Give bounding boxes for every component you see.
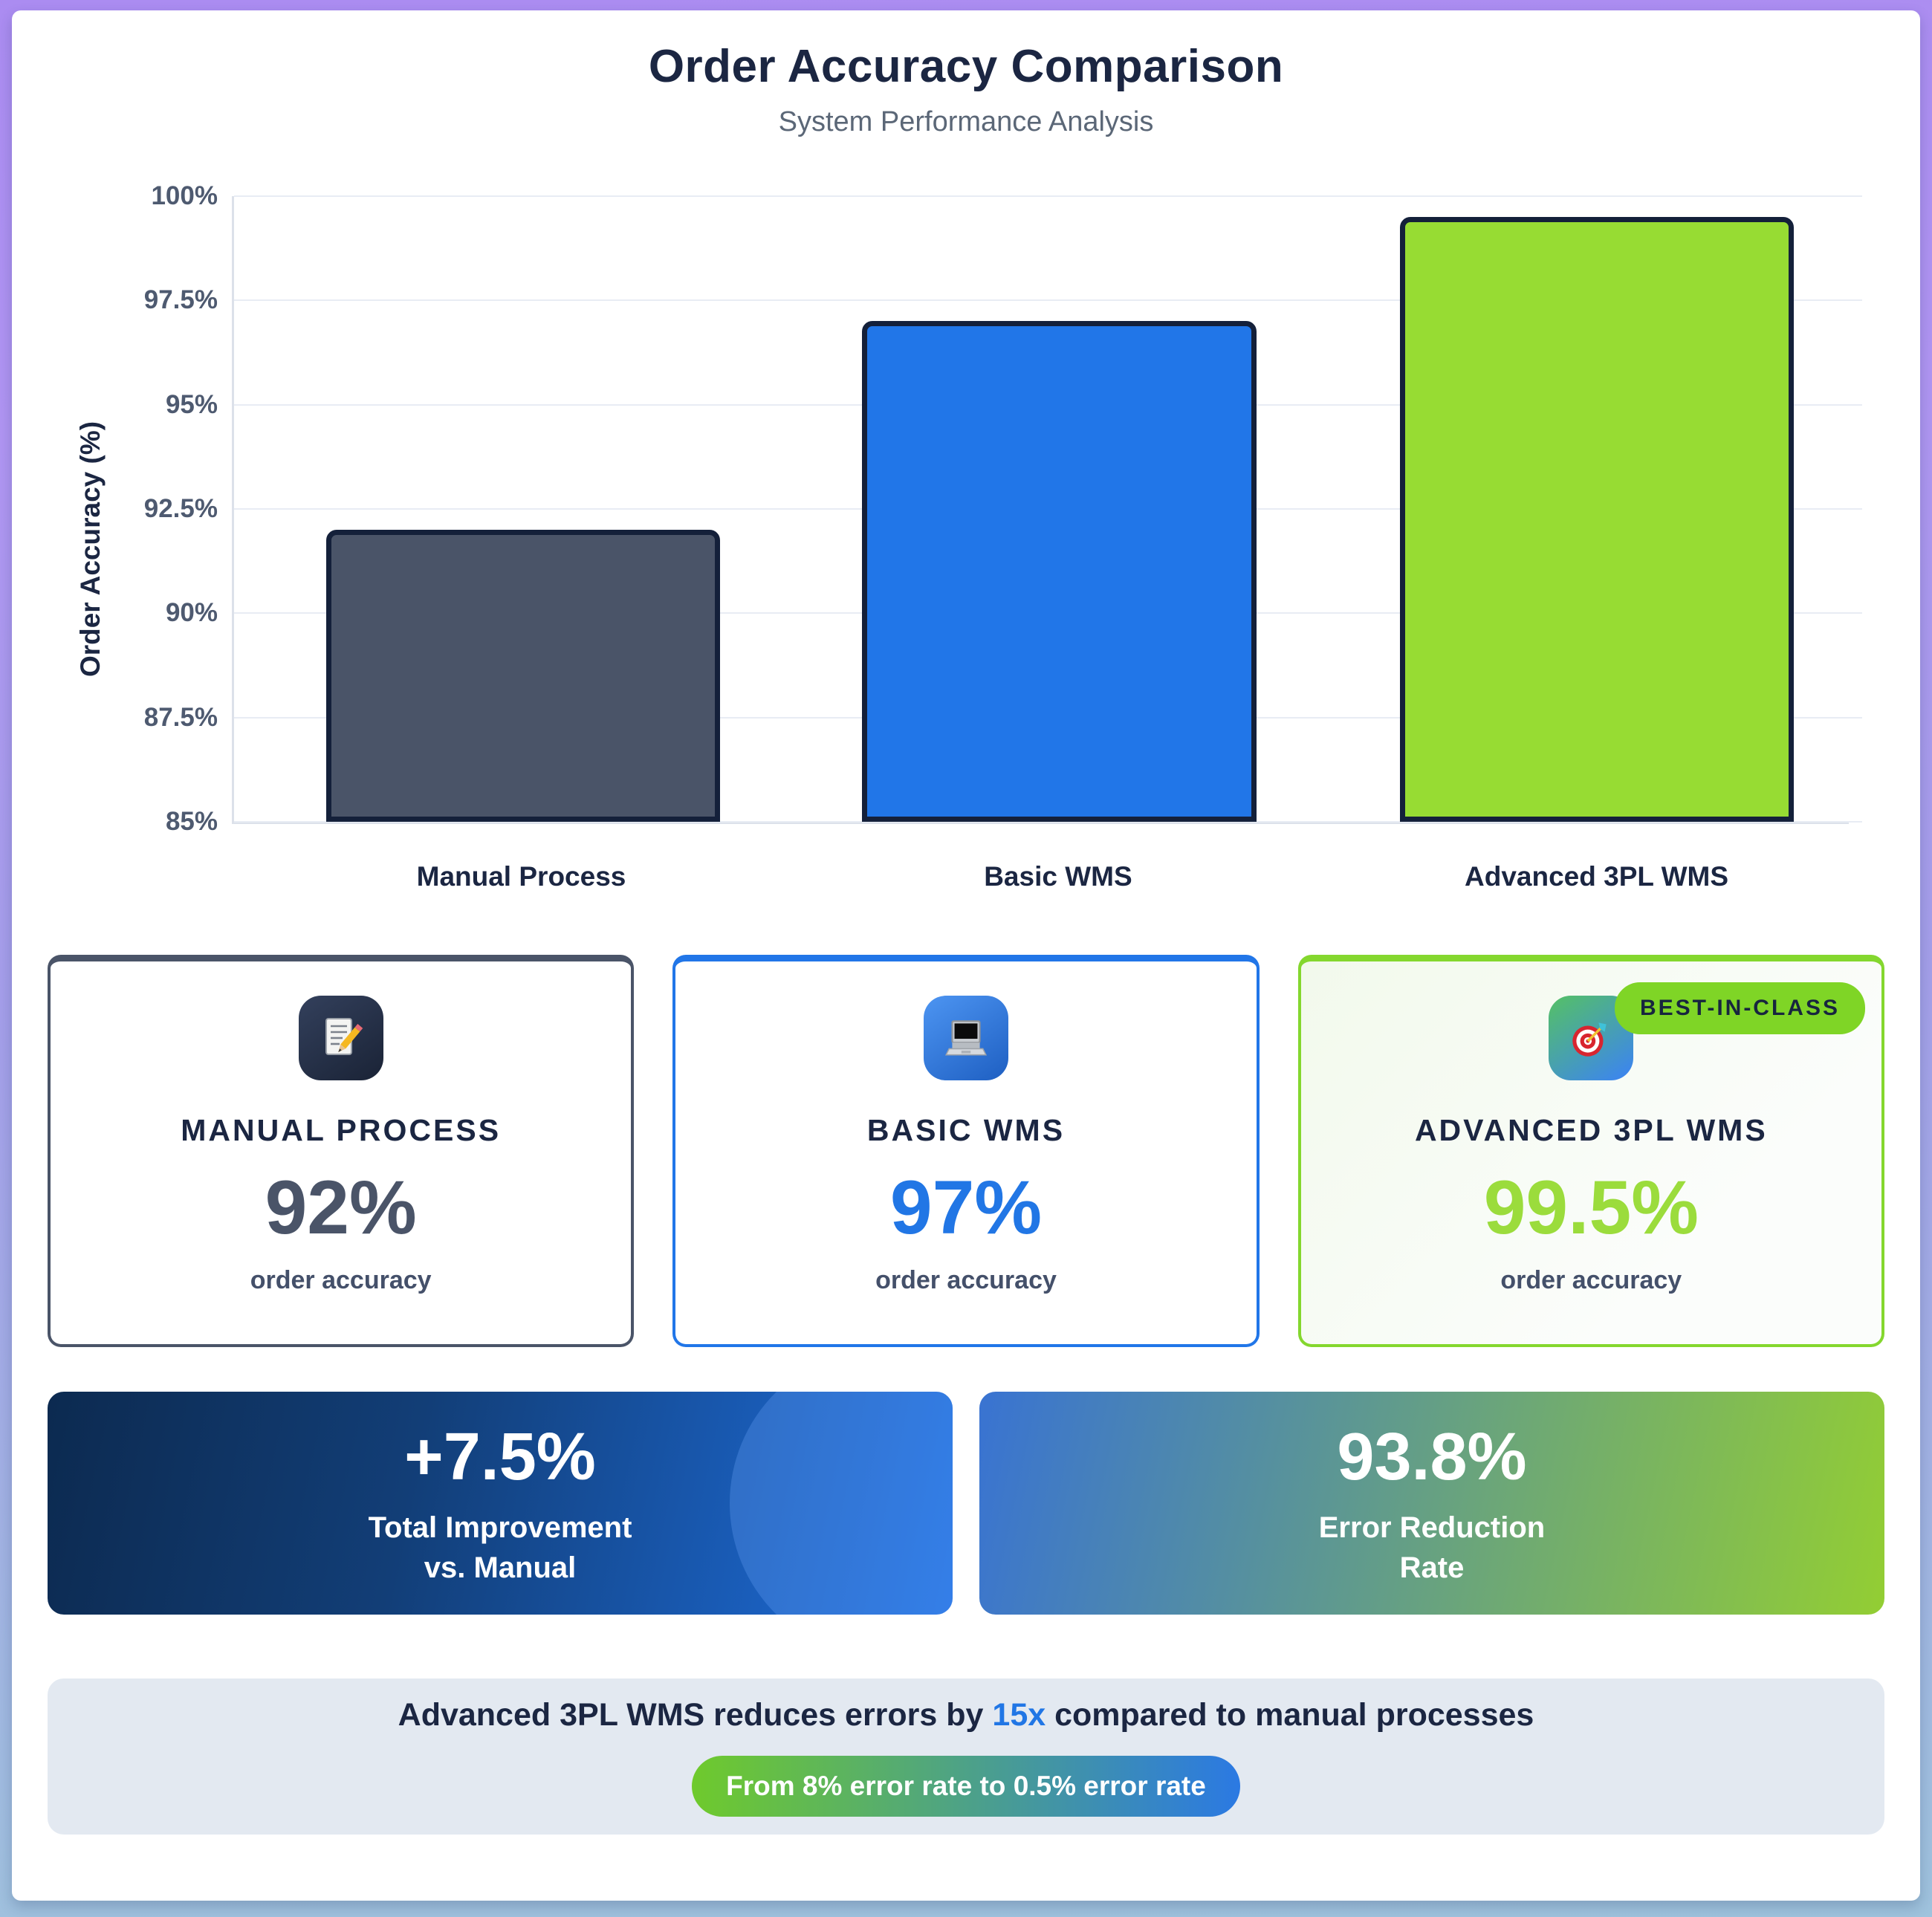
gridline (234, 821, 1862, 823)
memo-icon (298, 996, 383, 1080)
card-title: MANUAL PROCESS (181, 1113, 502, 1147)
banner-value: +7.5% (404, 1419, 596, 1494)
bar-manual-process (325, 530, 721, 822)
infographic-panel: Order Accuracy Comparison System Perform… (12, 10, 1920, 1901)
x-axis-labels: Manual Process Basic WMS Advanced 3PL WMS (232, 842, 1849, 901)
bar-basic-wms (862, 321, 1257, 822)
summary-note: Advanced 3PL WMS reduces errors by 15x c… (48, 1678, 1884, 1835)
card-caption: order accuracy (875, 1266, 1057, 1294)
stat-banners: +7.5% Total Improvement vs. Manual 93.8%… (36, 1392, 1896, 1615)
multiplier-highlight: 15x (992, 1696, 1046, 1733)
plot-wrap: 85% 87.5% 90% 92.5% 95% 97.5% 100% Manual Proc… (144, 181, 1862, 901)
card-value: 99.5% (1483, 1165, 1699, 1250)
y-tick-label: 90% (165, 598, 218, 628)
banner-value: 93.8% (1337, 1419, 1527, 1494)
bar-advanced-3pl-wms (1399, 217, 1795, 822)
card-title: BASIC WMS (866, 1113, 1066, 1147)
banner-label: Error Reduction Rate (1318, 1511, 1546, 1584)
y-tick-label: 87.5% (143, 702, 218, 732)
summary-text: Advanced 3PL WMS reduces errors by 15x c… (398, 1696, 1534, 1733)
card-title: ADVANCED 3PL WMS (1414, 1113, 1768, 1147)
card-value: 97% (889, 1165, 1043, 1250)
card-basic-wms: BASIC WMS 97% order accuracy (672, 955, 1260, 1347)
bar-chart: Order Accuracy (%) 85% 87.5% 90% 92.5% 95% 97… (36, 181, 1896, 901)
error-rate-pill: From 8% error rate to 0.5% error rate (692, 1755, 1240, 1817)
improvement-banner: +7.5% Total Improvement vs. Manual (48, 1392, 953, 1615)
error-reduction-banner: 93.8% Error Reduction Rate (979, 1392, 1884, 1615)
x-tick-label: Advanced 3PL WMS (1465, 861, 1729, 892)
page-title: Order Accuracy Comparison (648, 41, 1284, 92)
gridline (234, 299, 1862, 302)
banner-label: Total Improvement vs. Manual (368, 1511, 632, 1584)
best-in-class-badge: BEST-IN-CLASS (1614, 982, 1865, 1034)
y-tick-label: 92.5% (143, 494, 218, 523)
plot-area: 85% 87.5% 90% 92.5% 95% 97.5% 100% (144, 181, 1862, 836)
gridline (234, 195, 1862, 197)
card-caption: order accuracy (1500, 1266, 1682, 1294)
x-tick-label: Manual Process (416, 861, 626, 892)
card-caption: order accuracy (250, 1266, 432, 1294)
card-value: 92% (265, 1165, 417, 1250)
y-tick-label: 95% (165, 389, 218, 419)
card-manual-process: MANUAL PROCESS 92% order accuracy (48, 955, 635, 1347)
y-tick-label: 97.5% (143, 285, 218, 315)
page-subtitle: System Performance Analysis (778, 106, 1154, 137)
y-tick-label: 85% (165, 807, 218, 836)
system-cards: MANUAL PROCESS 92% order accuracy BASIC … (36, 955, 1896, 1347)
y-tick-label: 100% (151, 181, 218, 210)
laptop-icon (923, 996, 1008, 1080)
card-advanced-3pl-wms: BEST-IN-CLASS ADVANCED 3PL WMS 99.5% ord… (1297, 955, 1884, 1347)
x-tick-label: Basic WMS (984, 861, 1132, 892)
